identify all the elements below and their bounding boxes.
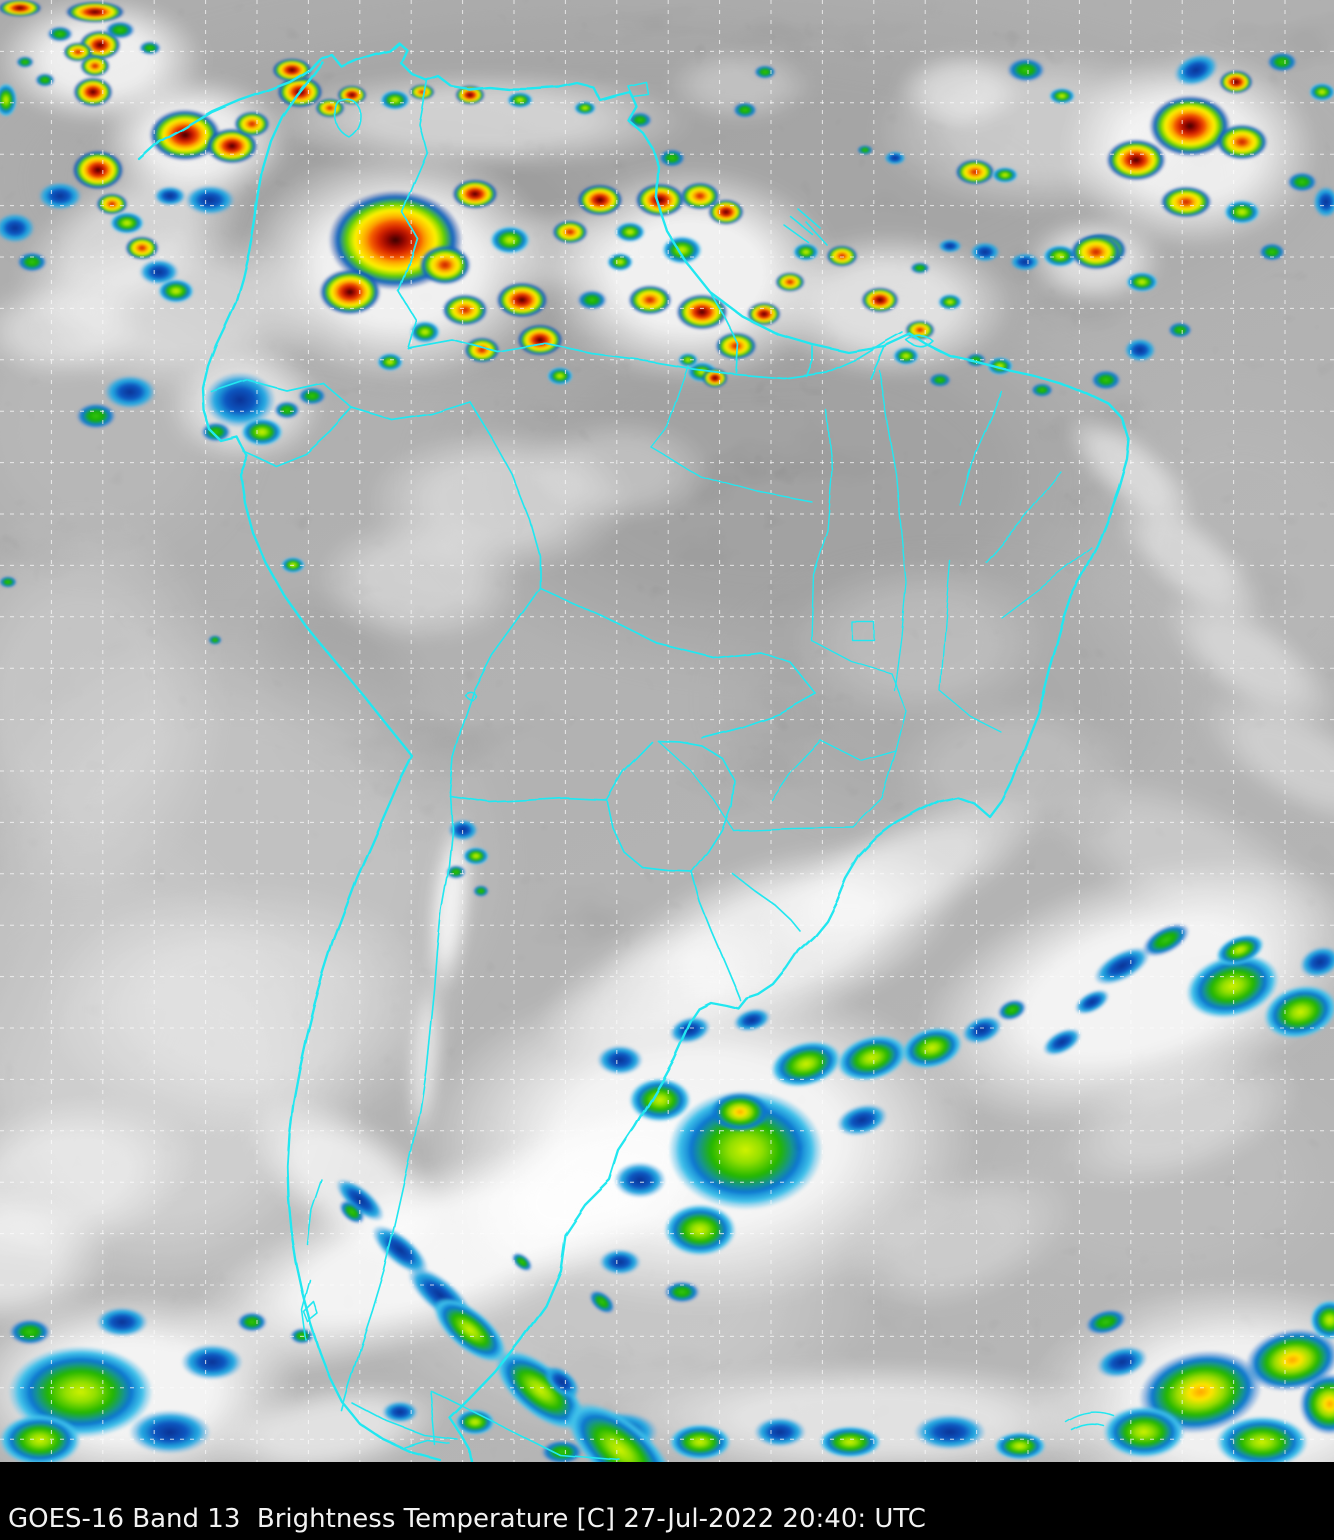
caption-text: GOES-16 Band 13 Brightness Temperature [… <box>8 1504 926 1534</box>
satellite-image <box>0 0 1334 1462</box>
fine-grain-noise <box>0 0 1334 1462</box>
caption-bar: GOES-16 Band 13 Brightness Temperature [… <box>0 1462 1334 1540</box>
